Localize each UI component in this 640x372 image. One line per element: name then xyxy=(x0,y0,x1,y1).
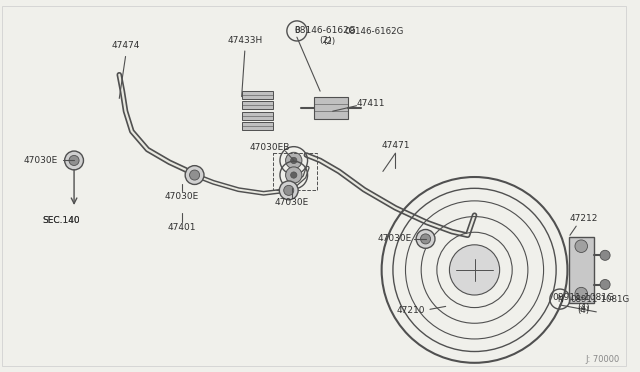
Text: 08911-1081G
(4): 08911-1081G (4) xyxy=(553,293,615,312)
Text: 47030E: 47030E xyxy=(275,198,309,207)
Circle shape xyxy=(291,157,297,164)
Bar xyxy=(242,112,273,120)
Text: 47471: 47471 xyxy=(381,141,410,150)
Text: 08146-6162G
(2): 08146-6162G (2) xyxy=(294,26,356,45)
Circle shape xyxy=(65,151,83,170)
Circle shape xyxy=(279,181,298,200)
Bar xyxy=(569,237,594,303)
Text: (2): (2) xyxy=(323,38,335,46)
Text: SEC.140: SEC.140 xyxy=(43,216,81,225)
Text: SEC.140: SEC.140 xyxy=(43,216,81,225)
Text: B: B xyxy=(294,26,300,35)
Circle shape xyxy=(420,234,431,244)
Bar xyxy=(242,101,273,109)
Circle shape xyxy=(69,155,79,166)
Circle shape xyxy=(285,167,302,183)
Text: 47474: 47474 xyxy=(111,41,140,50)
Text: 47030EB: 47030EB xyxy=(250,143,290,152)
Circle shape xyxy=(416,230,435,248)
Circle shape xyxy=(600,250,610,260)
Circle shape xyxy=(600,279,610,289)
Text: 47411: 47411 xyxy=(356,99,385,108)
Text: 08146-6162G: 08146-6162G xyxy=(344,27,403,36)
Circle shape xyxy=(575,240,588,253)
Bar xyxy=(242,122,273,130)
Circle shape xyxy=(185,166,204,185)
Circle shape xyxy=(449,245,500,295)
Text: 47401: 47401 xyxy=(168,224,196,232)
Text: 47433H: 47433H xyxy=(227,36,262,45)
Text: 47030E: 47030E xyxy=(165,192,199,202)
Text: N: N xyxy=(557,295,563,304)
Text: (4): (4) xyxy=(578,305,590,315)
Text: 47210: 47210 xyxy=(397,305,426,315)
Circle shape xyxy=(284,185,294,195)
Text: J: 70000: J: 70000 xyxy=(586,355,620,363)
Bar xyxy=(242,91,273,99)
Circle shape xyxy=(189,170,200,180)
Bar xyxy=(273,153,317,190)
Text: 47030E: 47030E xyxy=(377,234,412,243)
Text: 47212: 47212 xyxy=(570,214,598,223)
Circle shape xyxy=(575,287,588,300)
Text: 08911-1081G: 08911-1081G xyxy=(570,295,629,304)
Circle shape xyxy=(285,152,302,169)
Text: 47030E: 47030E xyxy=(24,156,58,165)
Bar xyxy=(314,97,348,119)
Circle shape xyxy=(291,172,297,178)
